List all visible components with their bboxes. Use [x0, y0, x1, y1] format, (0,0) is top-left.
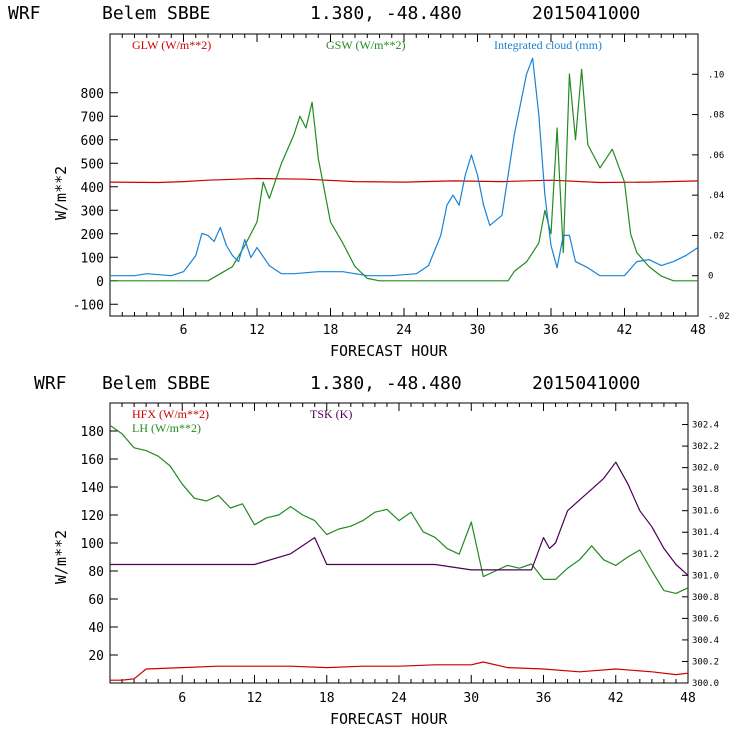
- x-tick-label: 6: [178, 691, 186, 706]
- y-tick-label: 0: [96, 275, 104, 290]
- y2-tick-label: 300.2: [692, 657, 719, 667]
- series-tsk-line: [110, 461, 689, 576]
- legend-glw: GLW (W/m**2): [132, 38, 211, 52]
- y-tick-label: -100: [73, 298, 104, 313]
- y2-tick-label: 302.2: [692, 442, 719, 452]
- y-tick-label: 100: [81, 537, 104, 552]
- y2-tick-label: 300.8: [692, 593, 719, 603]
- y2-tick-label: .06: [708, 151, 724, 161]
- y-tick-label: 120: [81, 509, 104, 524]
- y-tick-label: 100: [81, 251, 104, 266]
- x-tick-label: 30: [470, 323, 486, 338]
- panel-1-xlabel: FORECAST HOUR: [330, 342, 448, 360]
- legend-gsw: GSW (W/m**2): [326, 38, 405, 52]
- y-tick-label: 40: [88, 621, 104, 636]
- panel-2-ylabel: W/m**2: [52, 530, 70, 584]
- panel-1-y2-ticks: .10 .08 .06 .04 .02 0 -.02: [692, 70, 730, 322]
- panel-1-ylabel: W/m**2: [52, 166, 70, 220]
- y2-tick-label: 300.4: [692, 636, 719, 646]
- y-tick-label: 140: [81, 481, 104, 496]
- x-tick-label: 30: [463, 691, 479, 706]
- panel-2-title-model: WRF: [34, 373, 67, 394]
- x-tick-label: 36: [543, 323, 559, 338]
- panel-1-series: [109, 57, 699, 282]
- panel-2-frame: [109, 402, 689, 684]
- x-tick-label: 18: [319, 691, 335, 706]
- series-hfx-line: [110, 661, 689, 681]
- panel-1: WRF Belem SBBE 1.380, -48.480 2015041000…: [8, 3, 730, 360]
- y-tick-label: 80: [88, 565, 104, 580]
- panel-1-title-run: 2015041000: [532, 3, 640, 24]
- y-tick-label: 200: [81, 228, 104, 243]
- series-glw-line: [109, 177, 699, 184]
- legend-lh: LH (W/m**2): [132, 421, 201, 435]
- y2-tick-label: 301.2: [692, 550, 719, 560]
- y2-tick-label: 301.6: [692, 507, 719, 517]
- panel-1-title-station: Belem SBBE: [102, 3, 210, 24]
- panel-2-x-ticks: 6 12 18 24 30 36 42 48: [109, 403, 696, 706]
- y2-tick-label: .02: [708, 231, 724, 241]
- panel-1-title-coords: 1.380, -48.480: [310, 3, 462, 24]
- x-tick-label: 24: [391, 691, 407, 706]
- y2-tick-label: 302.0: [692, 464, 719, 474]
- x-tick-label: 12: [247, 691, 263, 706]
- legend-hfx: HFX (W/m**2): [132, 407, 209, 421]
- panel-2-title-coords: 1.380, -48.480: [310, 373, 462, 394]
- y-tick-label: 700: [81, 110, 104, 125]
- y-tick-label: 800: [81, 87, 104, 102]
- y-tick-label: 500: [81, 157, 104, 172]
- x-tick-label: 12: [249, 323, 265, 338]
- panel-1-frame: [109, 33, 699, 317]
- legend-tsk: TSK (K): [310, 407, 352, 421]
- x-tick-label: 42: [617, 323, 633, 338]
- x-tick-label: 18: [323, 323, 339, 338]
- x-tick-label: 6: [180, 323, 188, 338]
- y2-tick-label: 0: [708, 272, 713, 282]
- y2-tick-label: -.02: [708, 312, 730, 322]
- y2-tick-label: .10: [708, 70, 724, 80]
- y2-tick-label: .04: [708, 191, 724, 201]
- x-tick-label: 24: [396, 323, 412, 338]
- panel-2-title-station: Belem SBBE: [102, 373, 210, 394]
- panel-1-y-ticks: -100 0 100 200 300 400 500 600 700 800: [73, 87, 118, 313]
- panel-2-xlabel: FORECAST HOUR: [330, 710, 448, 728]
- x-tick-label: 48: [690, 323, 706, 338]
- y-tick-label: 20: [88, 649, 104, 664]
- legend-cloud: Integrated cloud (mm): [494, 38, 602, 52]
- panel-2-series: [109, 424, 689, 681]
- y2-tick-label: 301.4: [692, 528, 719, 538]
- panel-1-title-model: WRF: [8, 3, 41, 24]
- x-tick-label: 36: [536, 691, 552, 706]
- y2-tick-label: 302.4: [692, 421, 719, 431]
- y2-tick-label: 300.0: [692, 679, 719, 689]
- panel-2: WRF Belem SBBE 1.380, -48.480 2015041000…: [34, 373, 719, 728]
- panel-2-title-run: 2015041000: [532, 373, 640, 394]
- y-tick-label: 300: [81, 204, 104, 219]
- y2-tick-label: 301.8: [692, 485, 719, 495]
- panel-2-y-ticks: 20 40 60 80 100 120 140 160 180: [81, 425, 118, 664]
- panel-2-y2-ticks: 302.4 302.2 302.0 301.8 301.6 301.4 301.2 301.0…: [682, 421, 719, 689]
- x-tick-label: 48: [680, 691, 696, 706]
- series-gsw-line: [110, 68, 698, 282]
- series-integrated-line: [110, 57, 699, 277]
- y-tick-label: 400: [81, 181, 104, 196]
- y-tick-label: 600: [81, 134, 104, 149]
- y2-tick-label: .08: [708, 111, 724, 121]
- panel-1-x-ticks: 6 12 18 24 30 36 42 48: [109, 34, 706, 338]
- x-tick-label: 42: [608, 691, 624, 706]
- y-tick-label: 60: [88, 593, 104, 608]
- y-tick-label: 160: [81, 453, 104, 468]
- y-tick-label: 180: [81, 425, 104, 440]
- y2-tick-label: 300.6: [692, 614, 719, 624]
- series-lh-line: [109, 424, 689, 595]
- y2-tick-label: 301.0: [692, 571, 719, 581]
